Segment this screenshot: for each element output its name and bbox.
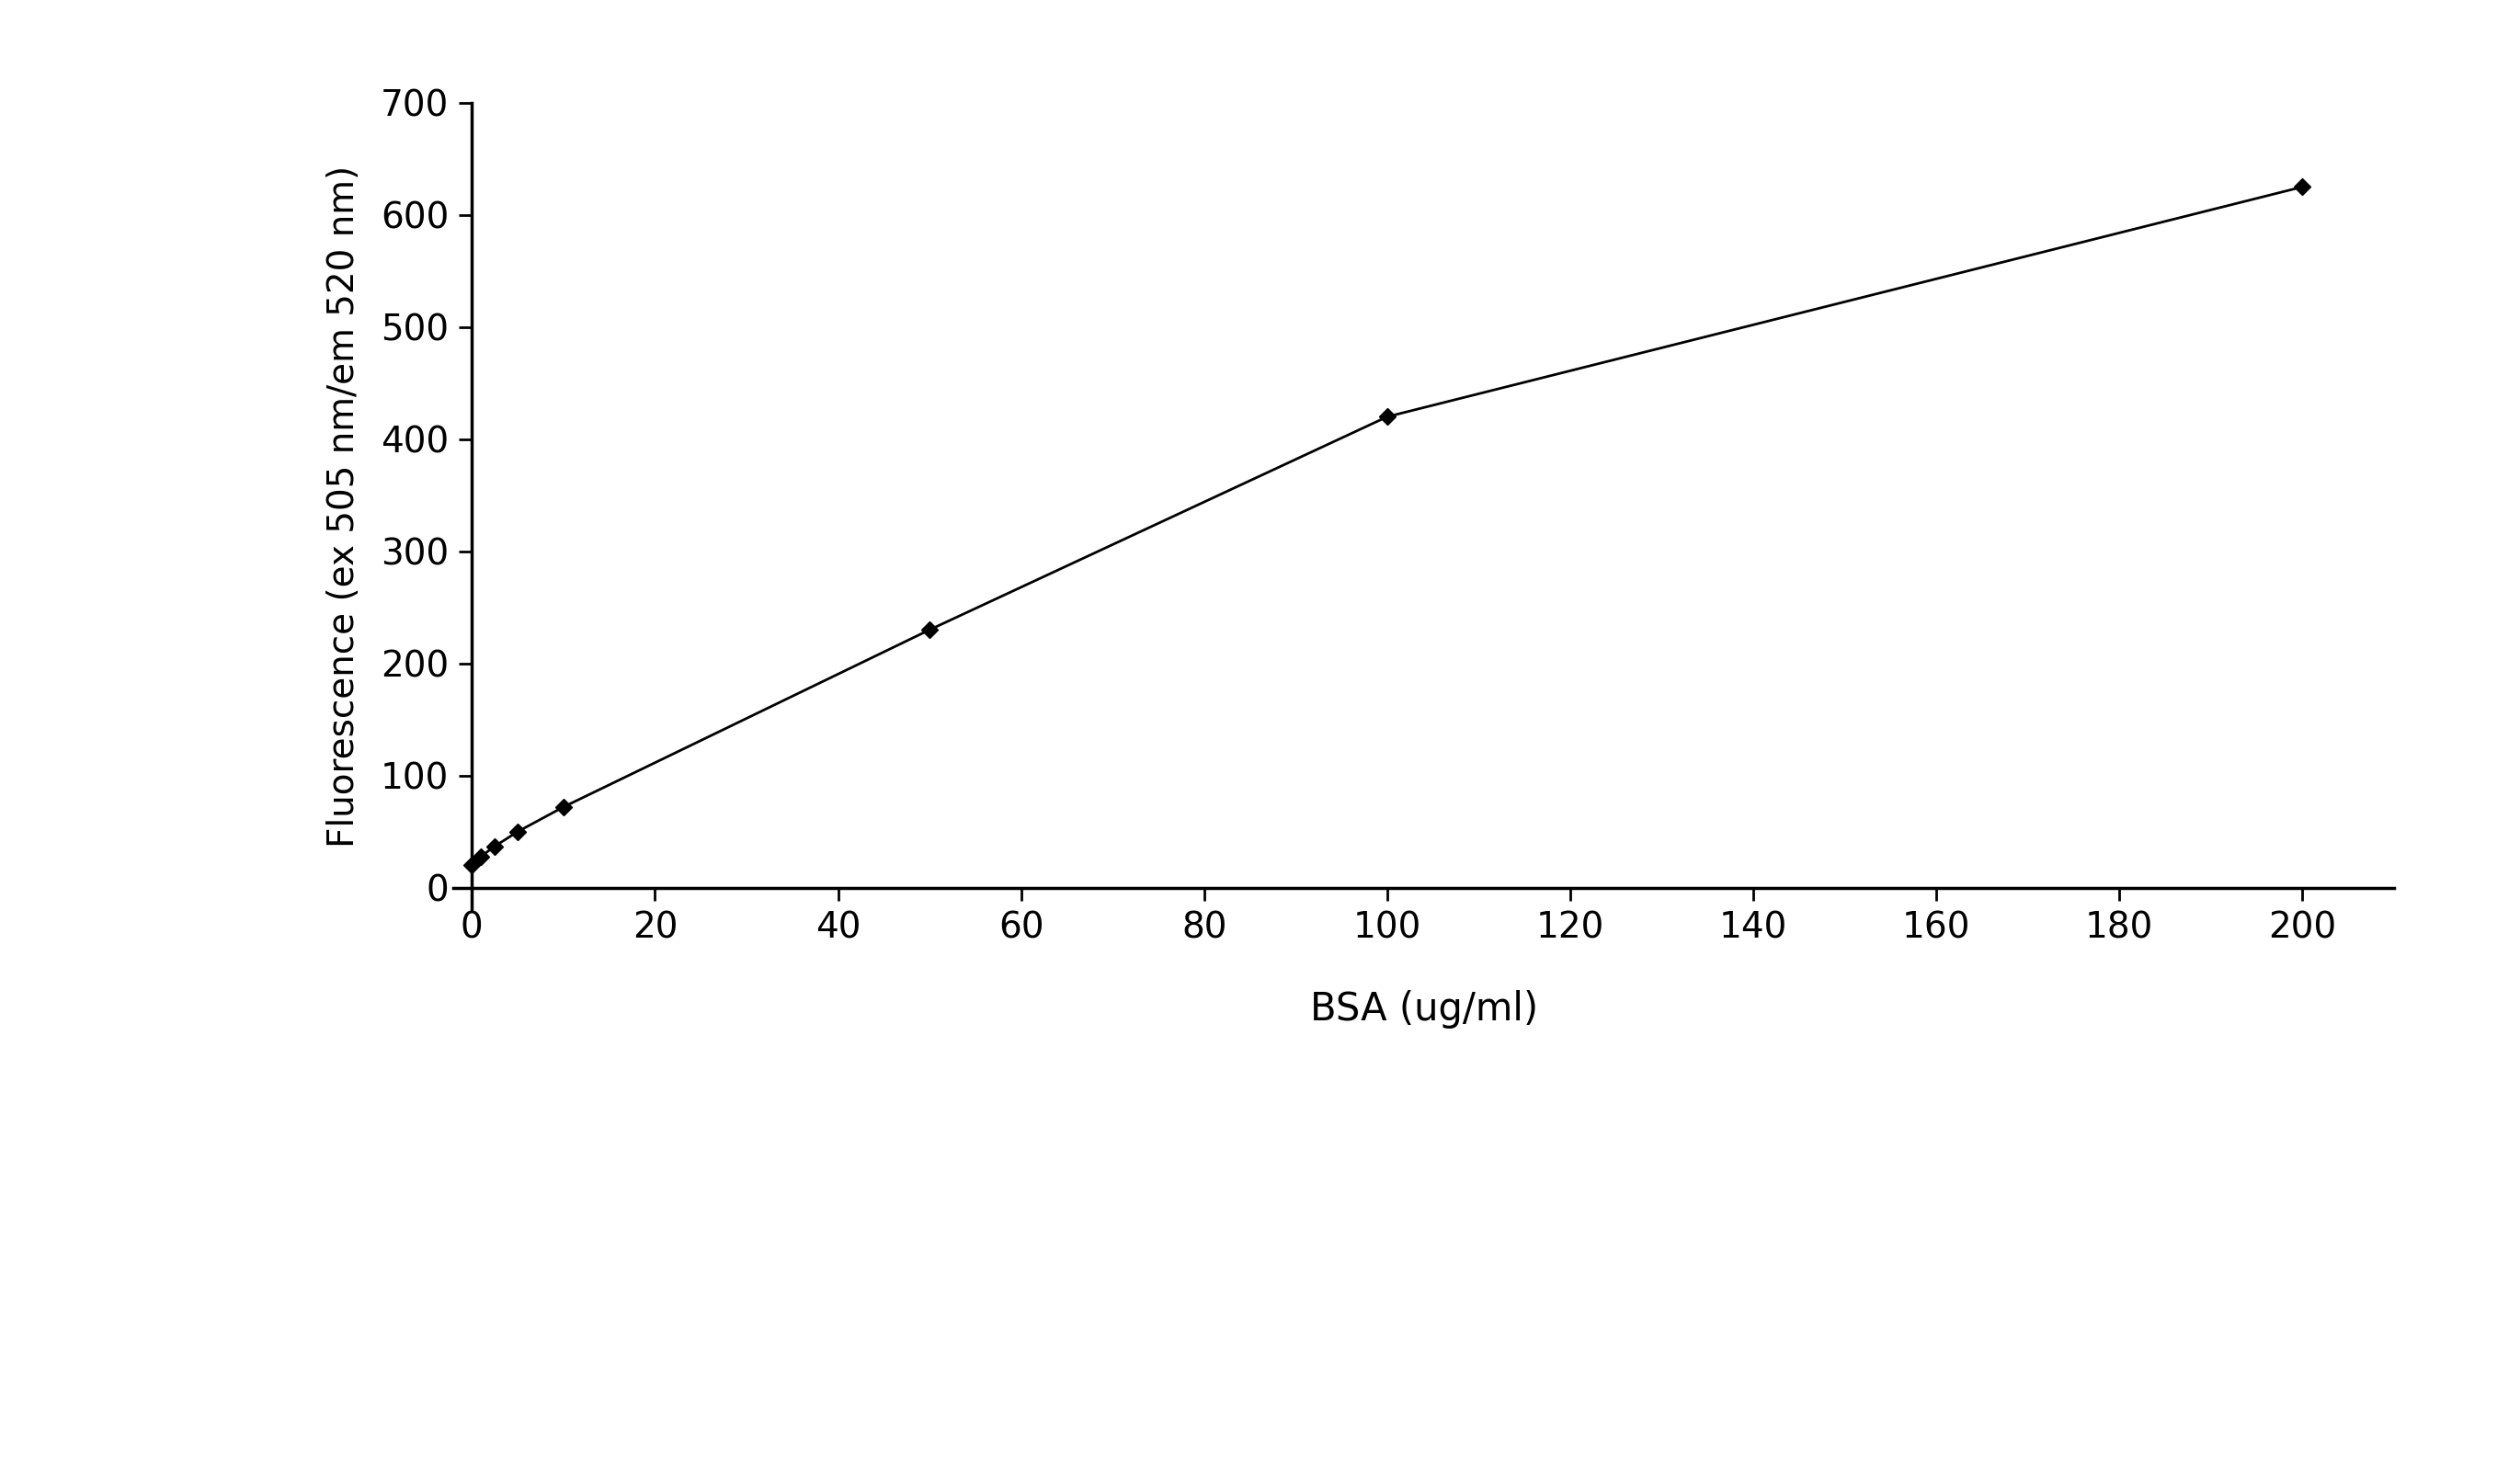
X-axis label: BSA (ug/ml): BSA (ug/ml) (1310, 991, 1537, 1029)
Y-axis label: Fluorescence (ex 505 nm/em 520 nm): Fluorescence (ex 505 nm/em 520 nm) (328, 166, 360, 847)
